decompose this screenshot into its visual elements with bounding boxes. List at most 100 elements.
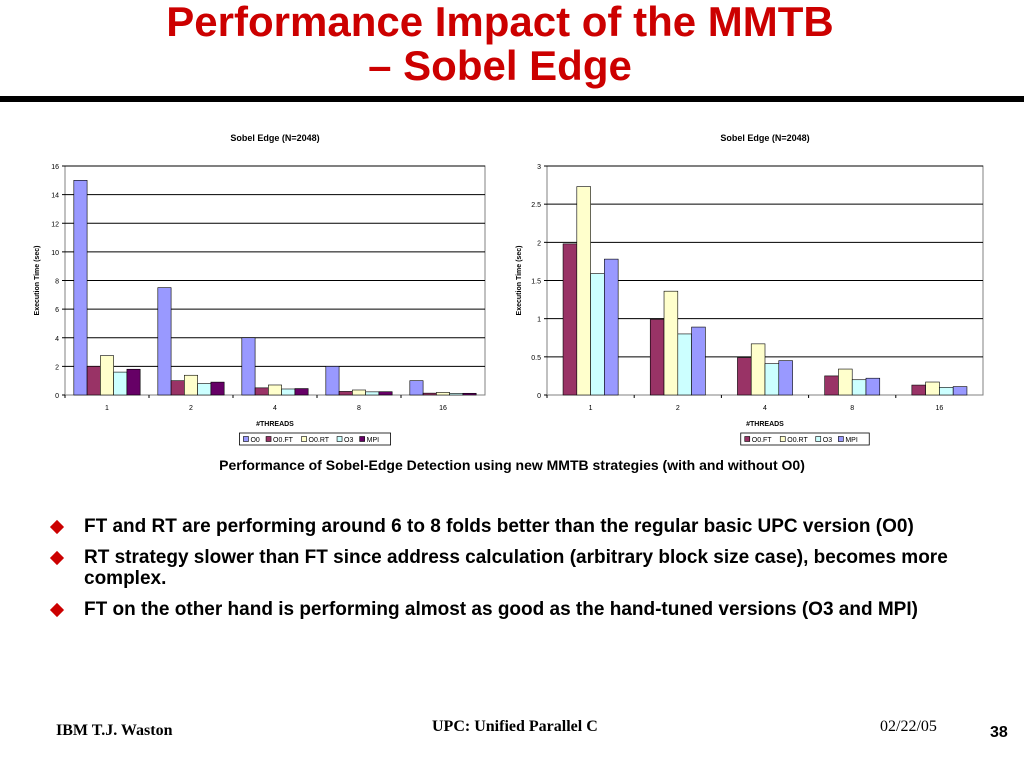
bar: [562, 243, 578, 396]
chart-title: Sobel Edge (N=2048): [230, 133, 319, 143]
bullet-text: RT strategy slower than FT since address…: [84, 547, 948, 589]
bar: [576, 186, 591, 396]
bar: [294, 388, 309, 396]
bar: [184, 374, 198, 396]
bar: [677, 333, 692, 396]
bar: [422, 392, 437, 396]
y-tick-label: 2.5: [531, 202, 541, 209]
bar: [254, 387, 269, 396]
bar: [462, 392, 477, 396]
chart-caption: Performance of Sobel-Edge Detection usin…: [219, 457, 805, 473]
bar: [911, 384, 926, 396]
bar: [838, 368, 853, 396]
bar: [325, 366, 340, 396]
y-tick-label: 6: [55, 307, 59, 314]
bar: [352, 389, 366, 396]
y-tick-label: 1: [537, 317, 541, 324]
bar: [126, 368, 141, 396]
bar: [170, 380, 185, 396]
legend-swatch: [744, 436, 751, 442]
diamond-bullet-icon: [49, 602, 65, 618]
bar: [378, 391, 393, 396]
page-number: 38: [990, 724, 1008, 741]
bar: [241, 337, 256, 396]
bar: [952, 386, 968, 396]
bar: [778, 360, 793, 396]
y-tick-label: 0.5: [531, 355, 541, 362]
legend-label: MPI: [845, 437, 858, 444]
bar: [604, 258, 619, 396]
diamond-bullet-icon: [49, 550, 65, 566]
y-axis-label: Execution Time (sec): [34, 246, 41, 316]
y-tick-label: 8: [55, 279, 59, 286]
bar: [197, 383, 212, 396]
bar: [73, 180, 88, 396]
bar: [750, 343, 766, 396]
x-tick-label: 1: [105, 405, 109, 412]
legend-label: O0.RT: [787, 437, 808, 444]
bar: [338, 391, 353, 396]
y-tick-label: 12: [51, 221, 59, 228]
bar: [691, 326, 706, 396]
x-axis-label: #THREADS: [746, 421, 784, 428]
legend-swatch: [265, 436, 272, 442]
legend-label: O0.RT: [309, 437, 330, 444]
bar: [824, 375, 839, 396]
legend-label: O3: [823, 437, 832, 444]
bar: [210, 381, 225, 396]
y-tick-label: 2: [55, 364, 59, 371]
y-tick-label: 4: [55, 336, 59, 343]
bar: [157, 287, 172, 396]
bar: [590, 273, 605, 396]
x-tick-label: 8: [357, 405, 361, 412]
x-tick-label: 2: [676, 405, 680, 412]
bar: [865, 377, 881, 396]
bar: [100, 355, 114, 396]
chart-right: Sobel Edge (N=2048) 0 0.5 1 1.5 2 2.5 3 Executio…: [516, 133, 984, 446]
bar: [86, 366, 101, 396]
x-tick-label: 2: [189, 405, 193, 412]
y-tick-label: 0: [537, 393, 541, 400]
y-tick-label: 16: [51, 164, 59, 171]
bullet-item: RT strategy slower than FT since address…: [46, 547, 966, 589]
y-tick-label: 10: [51, 250, 59, 257]
x-tick-label: 4: [273, 405, 277, 412]
legend-label: O3: [344, 437, 353, 444]
bullet-text: FT on the other hand is performing almos…: [84, 599, 918, 620]
legend-swatch: [838, 436, 844, 442]
y-axis-label: Execution Time (sec): [516, 246, 523, 316]
bar: [851, 379, 867, 396]
bar: [281, 388, 296, 396]
bullet-item: FT on the other hand is performing almos…: [46, 599, 966, 620]
bar: [436, 392, 450, 396]
chart-left-container: Sobel Edge (N=2048) 0 2 4 6 8 10 12 14 16 Executio…: [20, 122, 500, 452]
footer-date: 02/22/05: [880, 718, 937, 735]
legend-label: O0: [250, 437, 259, 444]
y-tick-label: 2: [537, 240, 541, 247]
legend-swatch: [301, 436, 307, 442]
bullet-text: FT and RT are performing around 6 to 8 f…: [84, 516, 914, 537]
legend-swatch: [815, 436, 822, 442]
legend-label: MPI: [367, 437, 380, 444]
legend-swatch: [336, 436, 343, 442]
legend-swatch: [779, 436, 786, 442]
x-tick-label: 8: [850, 405, 854, 412]
x-axis-label: #THREADS: [256, 421, 294, 428]
bar: [449, 393, 464, 396]
bar: [365, 391, 380, 396]
legend-box: [239, 432, 391, 446]
chart-left: Sobel Edge (N=2048)0246810121416Executio…: [34, 133, 486, 446]
title-line-1: Performance Impact of the MMTB: [166, 0, 834, 45]
legend-label: O0.FT: [752, 437, 773, 444]
y-tick-label: 3: [537, 164, 541, 171]
bar: [409, 380, 424, 396]
chart-right-container: Sobel Edge (N=2048) 0 0.5 1 1.5 2 2.5 3 Executio…: [500, 122, 1000, 452]
bar: [939, 387, 954, 396]
bar: [113, 371, 128, 396]
y-tick-label: 14: [51, 193, 59, 200]
x-tick-label: 4: [763, 405, 767, 412]
bar: [649, 319, 665, 396]
legend-swatch: [359, 436, 365, 442]
bar: [764, 363, 780, 396]
bar: [663, 290, 679, 396]
